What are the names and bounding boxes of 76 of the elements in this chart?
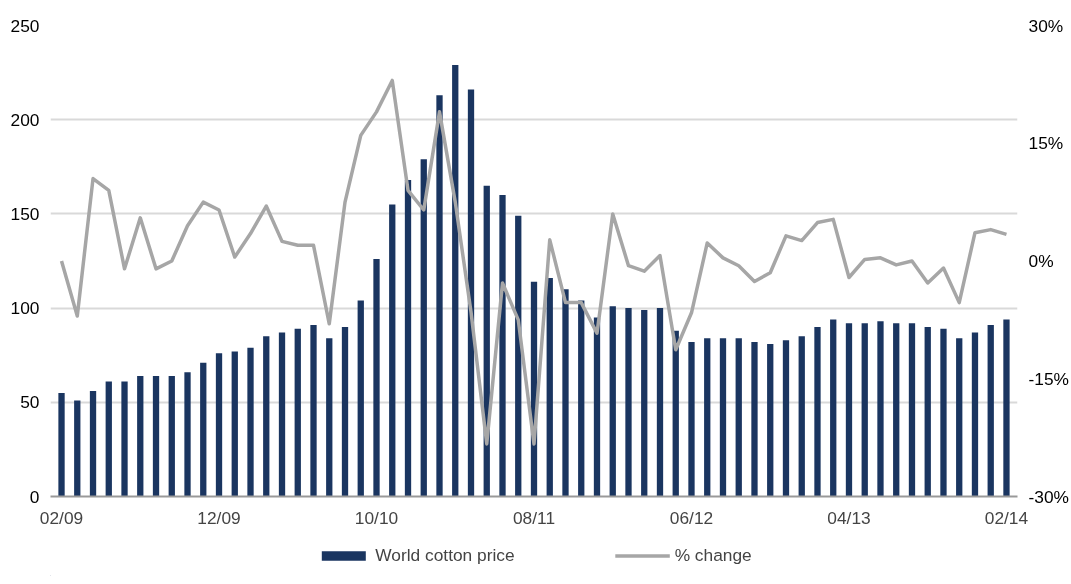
bar bbox=[893, 323, 900, 497]
y-tick-label: 0 bbox=[29, 486, 40, 507]
bar bbox=[782, 340, 790, 497]
bar bbox=[578, 300, 585, 497]
bar bbox=[310, 325, 317, 497]
bar bbox=[641, 309, 648, 497]
bar bbox=[152, 375, 160, 497]
bar bbox=[105, 381, 112, 497]
bar bbox=[58, 392, 65, 497]
bar bbox=[137, 375, 144, 497]
bar bbox=[74, 400, 81, 497]
bar bbox=[278, 332, 286, 497]
y-tick-label: 250 bbox=[10, 15, 40, 36]
bar bbox=[200, 362, 207, 497]
legend-label: World cotton price bbox=[375, 544, 515, 566]
bar bbox=[215, 353, 223, 497]
bar bbox=[688, 342, 695, 497]
bar bbox=[499, 195, 506, 497]
bar bbox=[735, 338, 742, 497]
bar bbox=[452, 65, 459, 497]
bar bbox=[168, 375, 175, 497]
x-tick-label: 12/09 bbox=[197, 507, 241, 528]
y-tick-label: 150 bbox=[10, 203, 40, 224]
bar bbox=[389, 204, 396, 497]
bar bbox=[845, 323, 853, 497]
bar bbox=[814, 326, 821, 497]
bar bbox=[609, 306, 616, 497]
bar bbox=[656, 308, 664, 497]
bar bbox=[767, 343, 774, 497]
bar bbox=[956, 338, 963, 497]
y-tick-label: 100 bbox=[10, 298, 40, 319]
y2-tick-label: 15% bbox=[1028, 133, 1064, 154]
bar bbox=[231, 351, 238, 497]
x-tick-label: 06/12 bbox=[669, 507, 714, 528]
bar bbox=[908, 323, 916, 497]
x-tick-label: 02/14 bbox=[984, 507, 1029, 528]
bar bbox=[263, 336, 270, 497]
legend-label: % change bbox=[674, 544, 752, 566]
bar bbox=[341, 326, 349, 497]
bar bbox=[704, 338, 711, 497]
bar bbox=[924, 326, 931, 497]
x-tick-label: 04/13 bbox=[827, 507, 871, 528]
y2-tick-label: -15% bbox=[1028, 368, 1069, 389]
bar bbox=[121, 381, 128, 497]
bar bbox=[861, 323, 868, 497]
bar bbox=[184, 372, 191, 497]
bar bbox=[373, 259, 380, 497]
bar bbox=[877, 321, 884, 497]
bar bbox=[294, 328, 301, 497]
bar bbox=[625, 308, 632, 497]
bar bbox=[1003, 319, 1010, 497]
bar bbox=[940, 328, 947, 497]
y2-tick-label: 0% bbox=[1028, 251, 1054, 271]
bar bbox=[987, 325, 994, 497]
bar bbox=[420, 159, 427, 497]
bar bbox=[546, 277, 553, 497]
bar bbox=[798, 336, 805, 497]
y-tick-label: 200 bbox=[10, 109, 40, 130]
line-series bbox=[59, 78, 1009, 446]
x-tick-label: 02/09 bbox=[39, 507, 84, 528]
bar bbox=[404, 179, 412, 497]
bar bbox=[562, 289, 569, 497]
y2-tick-label: -30% bbox=[1028, 486, 1069, 507]
bar bbox=[247, 347, 254, 497]
bar bbox=[357, 300, 364, 497]
bar bbox=[719, 338, 727, 497]
bar bbox=[751, 342, 758, 497]
bar bbox=[830, 319, 837, 497]
x-tick-label: 08/11 bbox=[512, 507, 556, 528]
bar bbox=[971, 332, 979, 497]
bar bbox=[89, 391, 97, 497]
x-tick-label: 10/10 bbox=[354, 507, 399, 528]
y-tick-label: 50 bbox=[20, 392, 40, 413]
bar bbox=[326, 338, 333, 497]
y2-tick-label: 30% bbox=[1028, 15, 1064, 36]
bar bbox=[436, 95, 443, 497]
